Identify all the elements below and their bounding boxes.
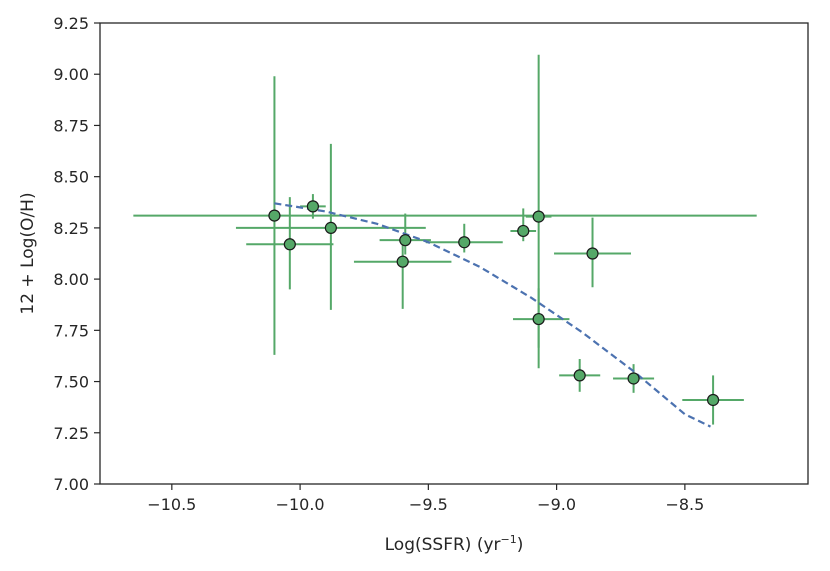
y-tick-label: 7.00 <box>53 475 89 494</box>
y-tick-label: 7.25 <box>53 424 89 443</box>
data-point-4 <box>324 221 337 234</box>
data-point-3 <box>306 200 320 213</box>
x-axis-label-main: Log(SSFR) (yr <box>385 535 501 555</box>
data-point-13 <box>627 372 640 385</box>
data-point-5 <box>399 234 412 247</box>
errorbar-group <box>133 54 757 425</box>
fit-line <box>274 202 711 428</box>
marker-group <box>268 200 720 407</box>
x-tick-label: −9.5 <box>409 495 448 514</box>
y-tick-label: 7.75 <box>53 321 89 340</box>
x-tick-label: −10.0 <box>276 495 325 514</box>
y-tick-label: 7.50 <box>53 373 89 392</box>
data-point-1 <box>268 209 281 222</box>
x-axis: −10.5 −10.0 −9.5 −9.0 −8.5 <box>147 484 704 514</box>
y-axis: 7.00 7.25 7.50 7.75 8.00 8.25 8.50 8.75 9.00 9.25 <box>53 14 100 494</box>
x-axis-label-close: ) <box>517 535 524 555</box>
y-tick-label: 8.50 <box>53 168 89 187</box>
y-axis-label: 12 + Log(O/H) <box>18 192 38 314</box>
y-tick-label: 9.25 <box>53 14 89 33</box>
data-point-2 <box>283 238 296 251</box>
y-tick-label: 8.75 <box>53 116 89 135</box>
y-tick-label: 9.00 <box>53 65 89 84</box>
data-point-11 <box>586 247 599 260</box>
x-axis-label: Log(SSFR) (yr−1) <box>385 533 524 555</box>
x-tick-label: −10.5 <box>147 495 196 514</box>
x-tick-label: −9.0 <box>537 495 576 514</box>
data-point-9 <box>532 210 545 223</box>
plot-frame <box>99 22 809 485</box>
data-point-12 <box>573 369 586 382</box>
data-point-10 <box>532 312 545 326</box>
y-tick-label: 8.00 <box>53 270 89 289</box>
data-point-7 <box>458 236 471 249</box>
data-point-14 <box>706 393 720 407</box>
y-tick-label: 8.25 <box>53 219 89 238</box>
x-axis-label-superscript: −1 <box>501 533 517 546</box>
x-tick-label: −8.5 <box>665 495 704 514</box>
data-point-8 <box>517 224 530 238</box>
fit-line-group <box>274 202 711 428</box>
data-point-6 <box>396 255 409 268</box>
